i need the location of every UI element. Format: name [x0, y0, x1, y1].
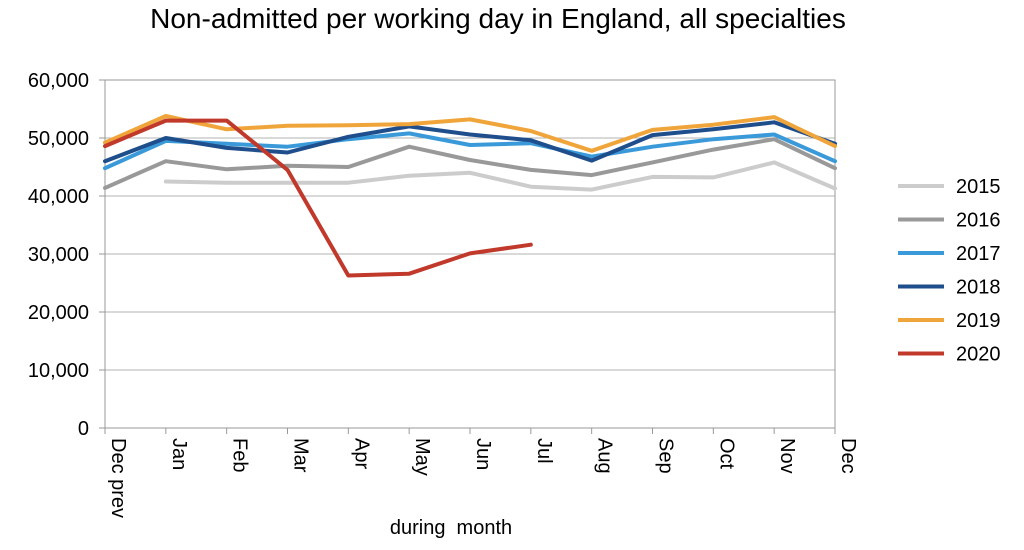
- x-tick-label: Jun: [472, 438, 494, 470]
- series-line-2017: [103, 131, 837, 171]
- x-axis-label: during month: [390, 517, 512, 539]
- series-lines: [103, 114, 837, 278]
- chart-title: Non-admitted per working day in England,…: [150, 3, 846, 34]
- legend: 2015 2016 2017 2018 2019 2020: [898, 176, 1001, 366]
- legend-label-2020: 2020: [956, 344, 1001, 366]
- legend-label-2018: 2018: [956, 277, 1001, 299]
- x-axis: Dec prev Jan Feb Mar Apr May Jun Jul Aug Sep Oct No…: [104, 428, 859, 518]
- series-line-2016: [103, 137, 837, 190]
- legend-label-2019: 2019: [956, 310, 1001, 332]
- legend-label-2015: 2015: [956, 176, 1001, 198]
- legend-label-2017: 2017: [956, 243, 1001, 265]
- x-tick-label: Feb: [229, 438, 251, 472]
- y-tick-label: 50,000: [28, 128, 89, 150]
- x-tick-label: Jul: [533, 438, 555, 464]
- series-line-2018: [103, 120, 837, 164]
- legend-label-2016: 2016: [956, 210, 1001, 232]
- x-tick-label: Oct: [715, 438, 737, 470]
- series-line-2015: [163, 160, 837, 192]
- x-tick-label: May: [411, 438, 433, 476]
- series-line-2019: [103, 114, 837, 153]
- x-tick-label: Nov: [776, 438, 798, 474]
- y-tick-label: 60,000: [28, 70, 89, 92]
- x-tick-label: Sep: [655, 438, 677, 474]
- x-tick-label: Dec: [837, 438, 859, 474]
- y-axis: 0 10,000 20,000 30,000 40,000 50,000 60,000: [28, 70, 105, 440]
- x-tick-label: Apr: [350, 438, 372, 469]
- x-tick-label: Dec prev: [107, 438, 129, 518]
- x-tick-label: Aug: [594, 438, 616, 474]
- y-tick-label: 40,000: [28, 186, 89, 208]
- y-tick-label: 20,000: [28, 302, 89, 324]
- x-tick-label: Mar: [290, 438, 312, 473]
- series-line-2020: [103, 118, 533, 278]
- y-tick-label: 0: [78, 418, 89, 440]
- y-tick-label: 10,000: [28, 360, 89, 382]
- y-tick-label: 30,000: [28, 244, 89, 266]
- x-tick-label: Jan: [168, 438, 190, 470]
